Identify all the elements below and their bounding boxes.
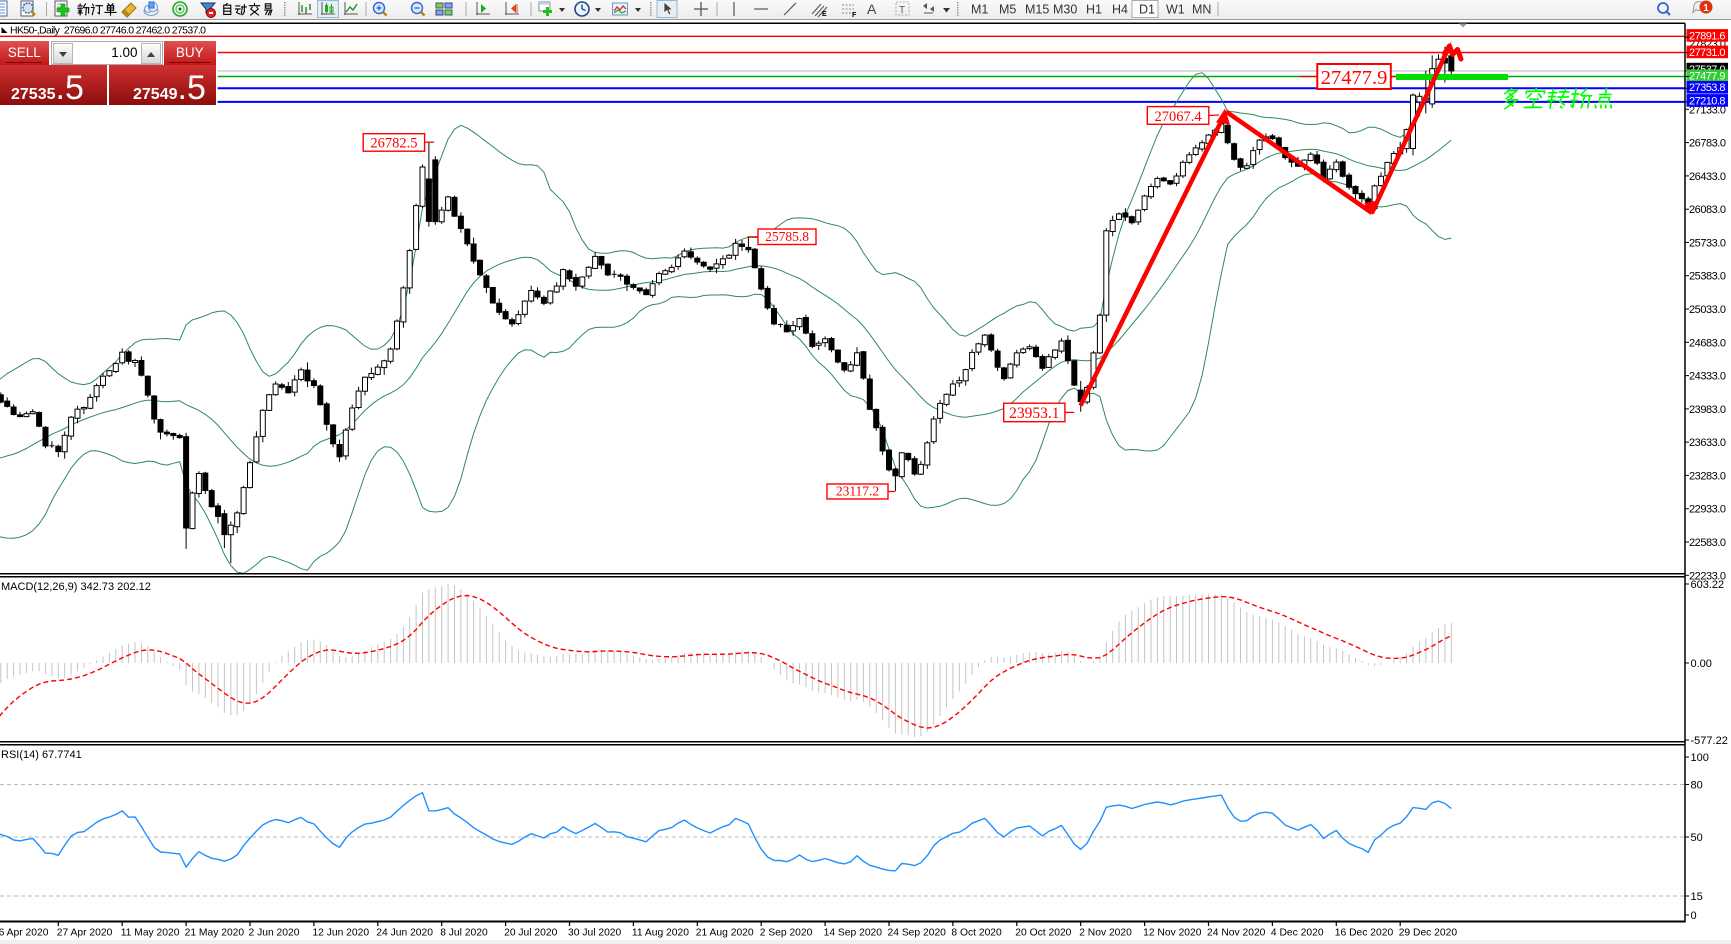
- svg-text:16 Dec 2020: 16 Dec 2020: [1335, 928, 1394, 939]
- svg-text:11 Aug 2020: 11 Aug 2020: [632, 928, 689, 939]
- svg-text:26783.0: 26783.0: [1689, 138, 1726, 150]
- svg-text:23117.2: 23117.2: [836, 484, 879, 499]
- svg-text:27891.6: 27891.6: [1689, 30, 1726, 42]
- svg-text:20 Jul 2020: 20 Jul 2020: [504, 928, 558, 939]
- svg-text:27 Apr 2020: 27 Apr 2020: [57, 928, 113, 939]
- svg-text:23283.0: 23283.0: [1689, 470, 1726, 482]
- svg-text:D1: D1: [1139, 3, 1155, 17]
- svg-text:23953.1: 23953.1: [1009, 405, 1059, 422]
- svg-text:0: 0: [1691, 910, 1697, 922]
- svg-text:25383.0: 25383.0: [1689, 271, 1726, 283]
- svg-text:27353.8: 27353.8: [1689, 82, 1726, 94]
- svg-text:22233.0: 22233.0: [1689, 570, 1726, 582]
- svg-text:0.00: 0.00: [1691, 658, 1712, 670]
- svg-text:1: 1: [1703, 3, 1709, 14]
- svg-text:22583.0: 22583.0: [1689, 537, 1726, 549]
- svg-text:603.22: 603.22: [1691, 579, 1725, 591]
- svg-text:M5: M5: [999, 3, 1016, 17]
- svg-text:27731.0: 27731.0: [1689, 47, 1726, 59]
- svg-text:RSI(14) 67.7741: RSI(14) 67.7741: [1, 749, 82, 761]
- svg-text:M30: M30: [1053, 3, 1077, 17]
- svg-text:12 Nov 2020: 12 Nov 2020: [1143, 928, 1202, 939]
- svg-text:2 Nov 2020: 2 Nov 2020: [1079, 928, 1132, 939]
- svg-text:26433.0: 26433.0: [1689, 171, 1726, 183]
- svg-text:29 Dec 2020: 29 Dec 2020: [1399, 928, 1458, 939]
- svg-text:22933.0: 22933.0: [1689, 504, 1726, 516]
- svg-text:26083.0: 26083.0: [1689, 204, 1726, 216]
- svg-text:W1: W1: [1166, 3, 1185, 17]
- svg-text:24683.0: 24683.0: [1689, 337, 1726, 349]
- svg-text:23633.0: 23633.0: [1689, 437, 1726, 449]
- svg-text:MACD(12,26,9) 342.73 202.12: MACD(12,26,9) 342.73 202.12: [1, 581, 151, 593]
- svg-text:-577.22: -577.22: [1691, 735, 1728, 747]
- svg-text:T: T: [899, 5, 905, 16]
- svg-text:F: F: [852, 12, 857, 19]
- svg-text:30 Jul 2020: 30 Jul 2020: [568, 928, 622, 939]
- svg-text:25733.0: 25733.0: [1689, 237, 1726, 249]
- svg-text:2 Sep 2020: 2 Sep 2020: [760, 928, 813, 939]
- svg-text:100: 100: [1691, 752, 1709, 764]
- svg-text:21 May 2020: 21 May 2020: [185, 928, 245, 939]
- svg-text:21 Aug 2020: 21 Aug 2020: [696, 928, 754, 939]
- svg-text:2 Jun 2020: 2 Jun 2020: [249, 928, 300, 939]
- svg-text:23983.0: 23983.0: [1689, 404, 1726, 416]
- svg-text:24333.0: 24333.0: [1689, 371, 1726, 383]
- svg-text:4 Dec 2020: 4 Dec 2020: [1271, 928, 1324, 939]
- svg-text:27210.8: 27210.8: [1689, 95, 1726, 107]
- svg-text:25033.0: 25033.0: [1689, 304, 1726, 316]
- svg-text:27477.9: 27477.9: [1689, 71, 1726, 83]
- svg-text:27067.4: 27067.4: [1154, 109, 1202, 125]
- svg-text:25785.8: 25785.8: [765, 229, 809, 244]
- svg-text:14 Sep 2020: 14 Sep 2020: [824, 928, 883, 939]
- svg-text:MN: MN: [1192, 3, 1211, 17]
- svg-text:80: 80: [1691, 780, 1703, 792]
- svg-text:27133.0: 27133.0: [1689, 104, 1726, 116]
- svg-text:16 Apr 2020: 16 Apr 2020: [0, 928, 49, 939]
- svg-text:24 Nov 2020: 24 Nov 2020: [1207, 928, 1266, 939]
- svg-text:11 May 2020: 11 May 2020: [121, 928, 180, 939]
- svg-text:26782.5: 26782.5: [370, 136, 417, 152]
- svg-text:15: 15: [1691, 891, 1703, 903]
- svg-text:8 Jul 2020: 8 Jul 2020: [440, 928, 488, 939]
- svg-text:24 Sep 2020: 24 Sep 2020: [888, 928, 947, 939]
- svg-text:H1: H1: [1086, 3, 1102, 17]
- svg-text:HK50-,Daily 27696.0 27746.0 2: HK50-,Daily 27696.0 27746.0 27462.0 2753…: [10, 25, 206, 37]
- svg-text:12 Jun 2020: 12 Jun 2020: [312, 928, 369, 939]
- svg-text:M15: M15: [1025, 3, 1049, 17]
- svg-text:50: 50: [1691, 832, 1703, 844]
- svg-text:8 Oct 2020: 8 Oct 2020: [951, 928, 1002, 939]
- svg-text:20 Oct 2020: 20 Oct 2020: [1015, 928, 1071, 939]
- svg-text:H4: H4: [1112, 3, 1128, 17]
- svg-text:24 Jun 2020: 24 Jun 2020: [376, 928, 433, 939]
- svg-text:E: E: [822, 11, 827, 18]
- svg-text:M1: M1: [971, 3, 988, 17]
- svg-text:A: A: [867, 1, 877, 17]
- svg-text:27477.9: 27477.9: [1321, 67, 1388, 89]
